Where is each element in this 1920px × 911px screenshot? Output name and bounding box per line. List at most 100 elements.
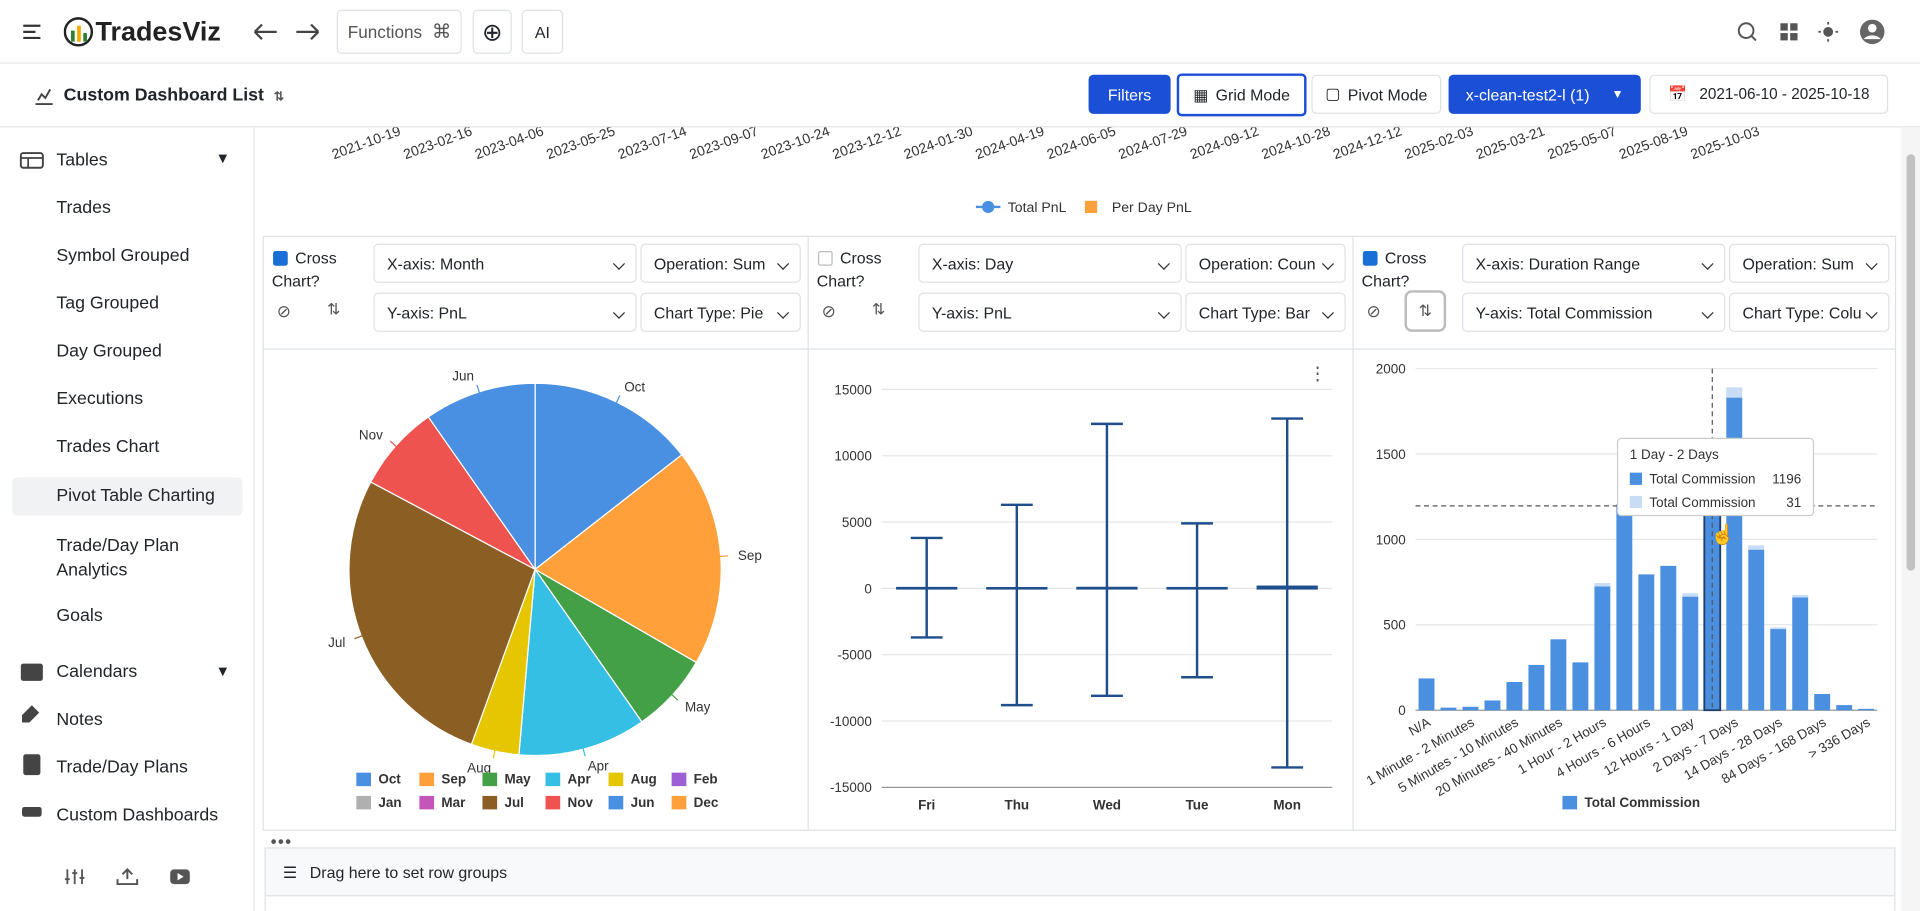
legend-label: Aug bbox=[631, 772, 657, 787]
notes-heading[interactable]: Notes bbox=[56, 710, 103, 730]
column bbox=[1572, 662, 1589, 711]
y-axis-select[interactable]: Y-axis: PnL bbox=[918, 292, 1182, 332]
column bbox=[1594, 582, 1611, 587]
x-tick-label: 2025-02-03 bbox=[1402, 122, 1475, 162]
legend-swatch bbox=[356, 795, 372, 810]
right-icons[interactable] bbox=[1736, 19, 1895, 47]
sidebar-footer-icons[interactable] bbox=[64, 867, 191, 887]
x-tick-label: 2025-05-07 bbox=[1545, 122, 1618, 162]
filters-button[interactable]: Filters bbox=[1088, 74, 1171, 114]
pivot-mode-button[interactable]: ▢ Pivot Mode bbox=[1311, 74, 1442, 114]
x-tick-label: N/A bbox=[1406, 714, 1433, 738]
nav-item[interactable]: Trades Chart bbox=[56, 437, 160, 457]
nav-item[interactable]: Trades bbox=[56, 198, 111, 218]
ai-button[interactable]: AI bbox=[521, 9, 564, 54]
operation-select[interactable]: Operation: Coun bbox=[1185, 243, 1346, 283]
pie-label: Jun bbox=[452, 368, 474, 383]
dashboard-select[interactable]: Custom Dashboard List ⇅ bbox=[63, 85, 285, 106]
pie-leader bbox=[492, 746, 497, 759]
functions-button[interactable]: Functions ⌘ bbox=[336, 9, 462, 54]
nav-item[interactable]: Day Grouped bbox=[56, 341, 162, 362]
cross-chart-toggle[interactable]: Cross Chart? bbox=[272, 246, 360, 293]
sort-icon[interactable]: ⇅ bbox=[871, 300, 886, 319]
nav-item[interactable]: Goals bbox=[56, 606, 103, 626]
x-axis-select[interactable]: X-axis: Duration Range bbox=[1462, 243, 1726, 283]
legend-swatch bbox=[671, 795, 687, 810]
calendars-chevron[interactable]: ▼ bbox=[215, 662, 231, 680]
legend-label: Sep bbox=[441, 772, 466, 787]
grid-area bbox=[264, 896, 1896, 911]
nav-item[interactable]: Executions bbox=[56, 389, 144, 409]
column bbox=[1418, 678, 1435, 711]
legend-swatch bbox=[671, 772, 687, 787]
filter-icon[interactable]: ⊘ bbox=[276, 301, 292, 321]
calendars-heading[interactable]: Calendars bbox=[56, 662, 138, 683]
x-axis-select[interactable]: X-axis: Day bbox=[918, 243, 1182, 283]
y-axis-select[interactable]: Y-axis: PnL bbox=[373, 292, 637, 332]
section-icons bbox=[20, 663, 43, 817]
dashboards-heading[interactable]: Custom Dashboards bbox=[56, 805, 219, 826]
row-group-bar: ☰ Drag here to set row groups bbox=[264, 847, 1896, 897]
x-tick-label: Tue bbox=[1186, 797, 1209, 812]
date-range[interactable]: 📅 2021-06-10 - 2025-10-18 bbox=[1649, 74, 1889, 114]
chart-type-select[interactable]: Chart Type: Colu bbox=[1728, 292, 1890, 332]
nav-item[interactable]: Tag Grouped bbox=[56, 293, 159, 314]
brand[interactable]: TradesViz bbox=[95, 15, 221, 47]
account-select[interactable]: x-clean-test2-l (1) ▼ bbox=[1448, 74, 1641, 114]
chart-type-select[interactable]: Chart Type: Bar bbox=[1185, 292, 1346, 332]
legend-label: Per Day PnL bbox=[1112, 199, 1192, 215]
nav-item-active[interactable]: Pivot Table Charting bbox=[56, 486, 215, 506]
x-tick-label: 2024-10-28 bbox=[1259, 122, 1332, 162]
y-axis-select[interactable]: Y-axis: Total Commission bbox=[1462, 292, 1726, 332]
checkbox[interactable] bbox=[273, 251, 288, 266]
column bbox=[1814, 693, 1831, 711]
y-tick-label: -5000 bbox=[837, 648, 871, 663]
checkbox[interactable] bbox=[1362, 251, 1378, 266]
tooltip-label: Total Commission bbox=[1649, 495, 1755, 510]
tooltip-value: 31 bbox=[1786, 495, 1801, 510]
x-axis-select[interactable]: X-axis: Month bbox=[373, 243, 637, 283]
column bbox=[1704, 505, 1721, 711]
column bbox=[1660, 565, 1677, 711]
legend-label: Feb bbox=[694, 772, 718, 787]
cross-label: Cross Chart? bbox=[271, 248, 337, 291]
scrollbar[interactable] bbox=[1901, 127, 1920, 911]
column bbox=[1770, 627, 1787, 630]
sort-icon[interactable]: ⇅ bbox=[326, 300, 341, 319]
column bbox=[1528, 664, 1545, 711]
column bbox=[1440, 707, 1457, 711]
operation-select[interactable]: Operation: Sum bbox=[1728, 243, 1890, 283]
operation-select[interactable]: Operation: Sum bbox=[640, 243, 801, 283]
nav-item[interactable]: Trade/Day Plan Analytics bbox=[56, 536, 180, 581]
cross-chart-toggle[interactable]: Cross Chart? bbox=[817, 246, 905, 293]
cross-chart-toggle[interactable]: Cross Chart? bbox=[1362, 246, 1450, 293]
legend-swatch bbox=[608, 795, 624, 810]
grid-mode-button[interactable]: ▦ Grid Mode bbox=[1176, 73, 1307, 117]
tables-heading[interactable]: Tables bbox=[56, 150, 108, 171]
y-tick-label: 1000 bbox=[1376, 532, 1406, 547]
legend-label: Mar bbox=[441, 795, 466, 810]
pivot-mode-label: Pivot Mode bbox=[1347, 85, 1428, 104]
column bbox=[1638, 574, 1655, 711]
x-tick-label: 2023-12-12 bbox=[830, 122, 903, 162]
active-item-bg bbox=[12, 477, 243, 516]
add-button[interactable]: ⊕ bbox=[472, 9, 512, 54]
checkbox[interactable] bbox=[817, 251, 833, 266]
filter-icon[interactable]: ⊘ bbox=[1366, 301, 1381, 321]
pie-leader bbox=[715, 555, 729, 558]
plans-heading[interactable]: Trade/Day Plans bbox=[56, 757, 188, 778]
legend-swatch bbox=[482, 795, 498, 810]
nav-item[interactable]: Symbol Grouped bbox=[56, 246, 190, 266]
filter-icon[interactable]: ⊘ bbox=[821, 301, 837, 321]
history-arrows[interactable] bbox=[252, 21, 325, 43]
tables-chevron[interactable]: ▼ bbox=[215, 149, 231, 167]
menu-icon[interactable] bbox=[22, 22, 42, 42]
chart-type-select[interactable]: Chart Type: Pie bbox=[640, 292, 801, 332]
pie-label: Nov bbox=[359, 428, 383, 443]
column bbox=[1836, 705, 1853, 711]
resize-handle[interactable]: ••• bbox=[270, 831, 293, 852]
x-tick-label: Thu bbox=[1004, 797, 1029, 812]
column bbox=[1506, 682, 1523, 711]
sort-icon[interactable]: ⇅ bbox=[1404, 290, 1447, 332]
column bbox=[1682, 593, 1699, 597]
